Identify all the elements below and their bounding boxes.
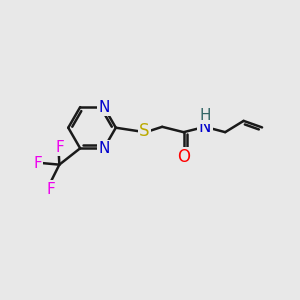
Text: O: O [177,148,190,166]
Text: N: N [98,100,110,115]
Text: S: S [139,122,150,140]
Text: N: N [199,118,211,136]
Text: F: F [56,140,64,155]
Text: H: H [199,108,211,123]
Text: F: F [46,182,55,196]
Text: N: N [98,141,110,156]
Text: F: F [33,156,42,171]
